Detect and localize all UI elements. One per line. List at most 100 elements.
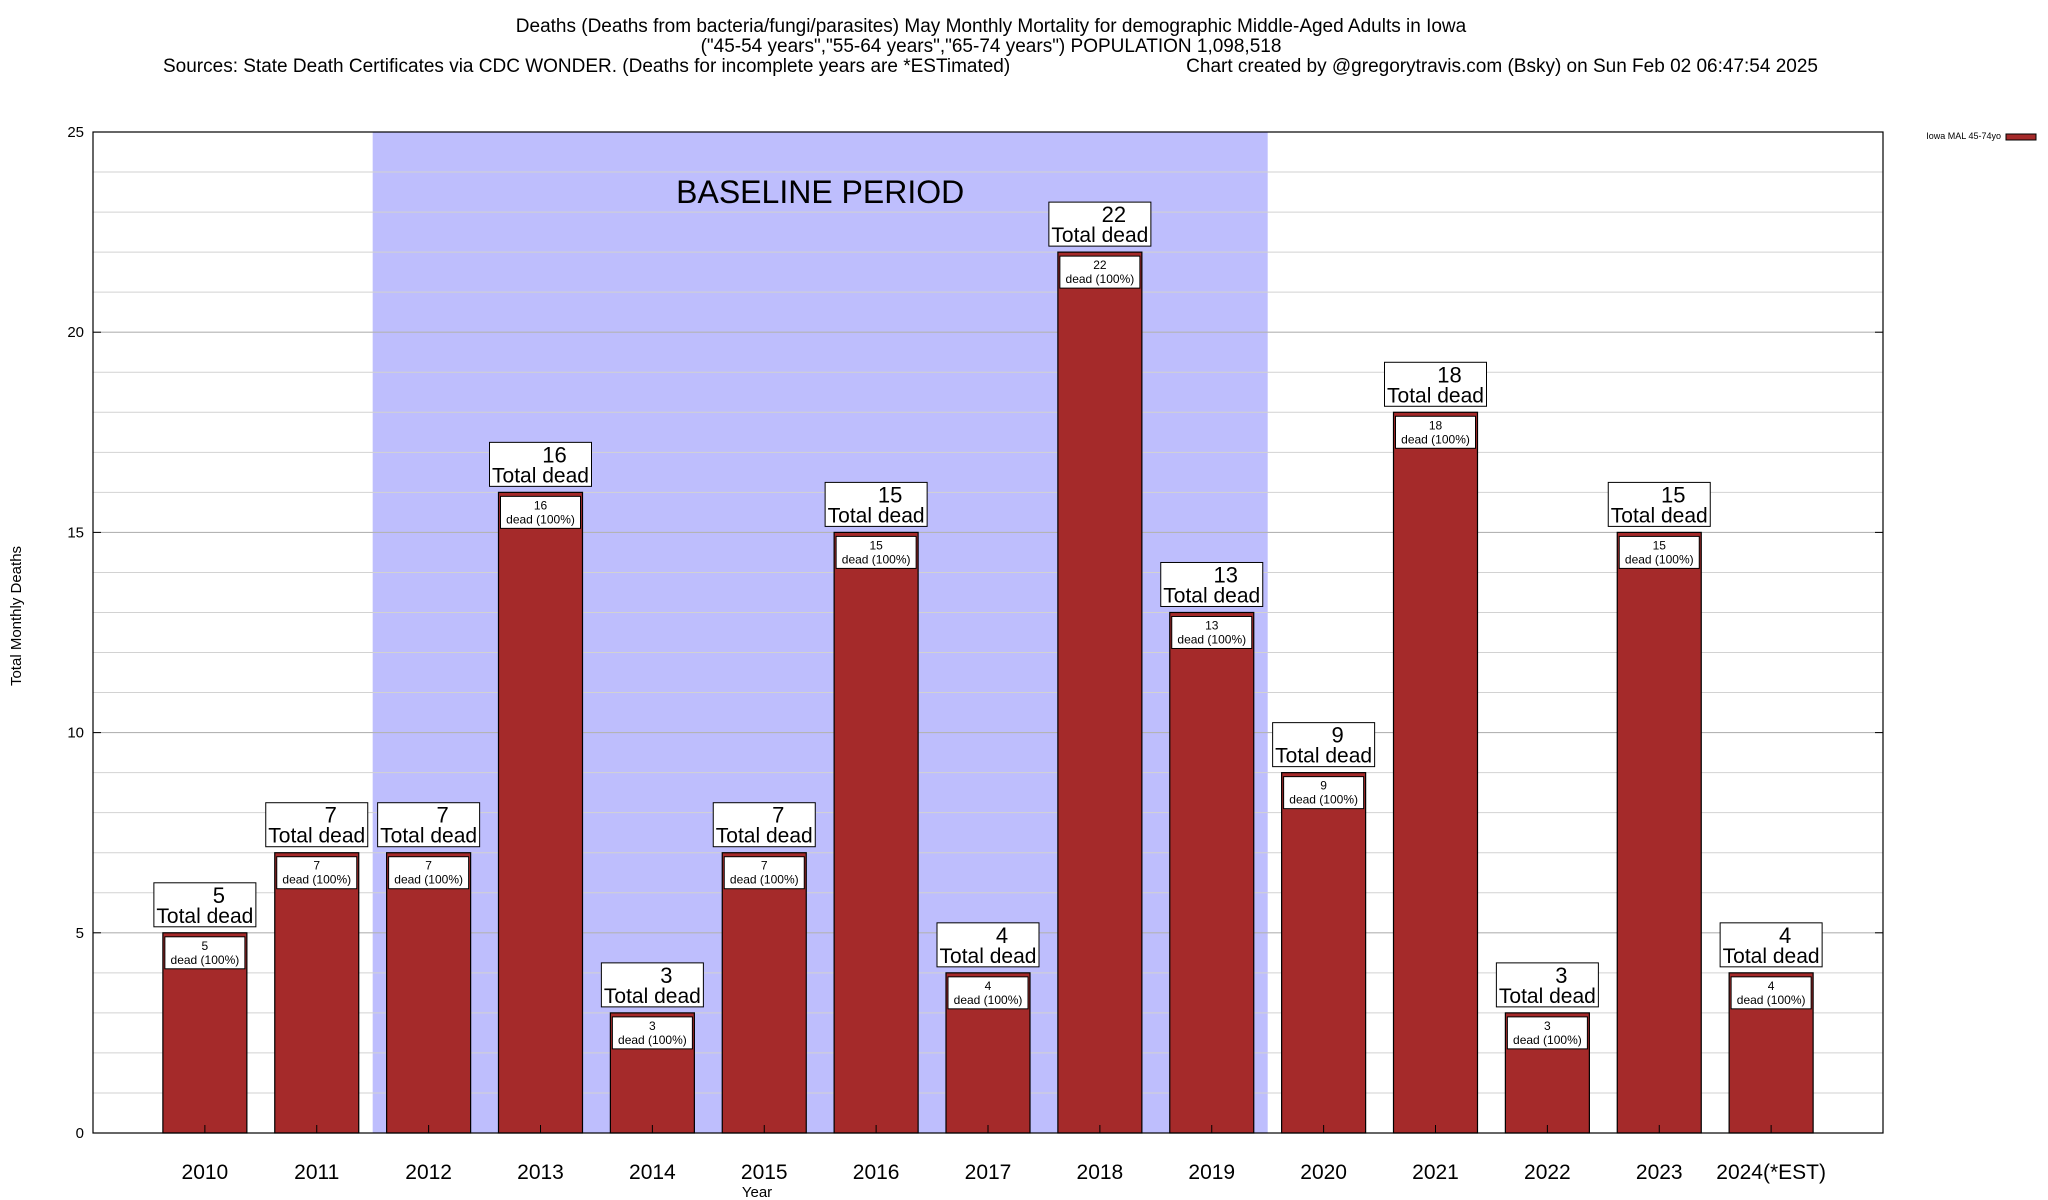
x-tick-label: 2023	[1636, 1161, 1683, 1184]
total-label-box	[600, 962, 704, 1008]
inner-value-label: 7	[425, 859, 432, 873]
inner-value-label: 7	[761, 859, 768, 873]
bars	[162, 251, 1814, 1134]
inner-value-label: 22	[1093, 258, 1107, 272]
inner-label-box	[388, 856, 470, 890]
inner-label-box	[611, 1016, 693, 1050]
inner-value-label: 7	[313, 859, 320, 873]
total-label-box	[153, 882, 257, 928]
x-tick-label: 2017	[965, 1161, 1012, 1184]
x-tick-label: 2019	[1188, 1161, 1235, 1184]
legend-swatch	[2005, 133, 2037, 141]
inner-pct-label: dead (100%)	[1066, 272, 1135, 286]
bar	[1616, 531, 1702, 1134]
total-value-label: 7	[772, 803, 784, 828]
inner-value-label: 15	[1653, 538, 1667, 552]
x-tick-label: 2015	[741, 1161, 788, 1184]
chart-title: Deaths (Deaths from bacteria/fungi/paras…	[163, 16, 1818, 77]
total-dead-label: Total dead	[1275, 745, 1372, 768]
x-axis-label: Year	[742, 1184, 772, 1200]
bar	[1281, 772, 1367, 1134]
inner-label-box	[1059, 255, 1141, 289]
inner-pct-label: dead (100%)	[954, 993, 1023, 1007]
inner-label-box	[1730, 976, 1812, 1010]
inner-value-label: 9	[1320, 779, 1327, 793]
y-tick-label: 20	[67, 324, 84, 341]
total-value-label: 22	[1102, 202, 1126, 227]
x-tick-label: 2012	[405, 1161, 452, 1184]
total-dead-label: Total dead	[1611, 504, 1708, 527]
inner-label-box	[835, 535, 917, 569]
total-label-box	[1272, 722, 1376, 768]
legend: Iowa MAL 45-74yo	[1926, 131, 2037, 141]
x-tick-label: 2020	[1300, 1161, 1347, 1184]
bar	[274, 852, 360, 1134]
total-dead-label: Total dead	[1051, 224, 1148, 247]
total-dead-label: Total dead	[604, 985, 701, 1008]
inner-pct-label: dead (100%)	[394, 873, 463, 887]
total-value-label: 18	[1437, 362, 1461, 387]
total-value-label: 5	[213, 883, 225, 908]
credit-text: Chart created by @gregorytravis.com (Bsk…	[1186, 56, 1818, 77]
inner-label-box	[164, 936, 246, 970]
x-tick-label: 2010	[182, 1161, 229, 1184]
inner-value-label: 5	[202, 939, 209, 953]
title-line-1: Deaths (Deaths from bacteria/fungi/paras…	[516, 16, 1467, 37]
total-value-label: 13	[1214, 562, 1238, 587]
legend-label: Iowa MAL 45-74yo	[1926, 131, 2001, 141]
inner-pct-label: dead (100%)	[842, 552, 911, 566]
total-label-box	[1160, 561, 1264, 607]
x-tick-label: 2013	[517, 1161, 564, 1184]
total-dead-label: Total dead	[1723, 945, 1820, 968]
inner-pct-label: dead (100%)	[506, 512, 575, 526]
inner-pct-label: dead (100%)	[1625, 552, 1694, 566]
total-label-box	[265, 802, 369, 848]
total-dead-label: Total dead	[380, 825, 477, 848]
inner-value-label: 18	[1429, 418, 1443, 432]
bar	[1169, 611, 1255, 1134]
inner-pct-label: dead (100%)	[618, 1033, 687, 1047]
inner-label-box	[500, 495, 581, 529]
total-label-box	[1719, 922, 1823, 968]
total-value-label: 15	[1661, 482, 1685, 507]
inner-value-label: 4	[985, 979, 992, 993]
total-label-box	[712, 802, 816, 848]
x-tick-label: 2018	[1077, 1161, 1124, 1184]
total-value-label: 4	[1779, 923, 1791, 948]
inner-pct-label: dead (100%)	[1289, 793, 1358, 807]
bar	[497, 491, 584, 1134]
inner-pct-label: dead (100%)	[1177, 632, 1246, 646]
total-dead-label: Total dead	[492, 464, 589, 487]
total-value-label: 4	[996, 923, 1008, 948]
x-axis-ticks: 2010 2011 2012 2013 2014 2015 2016 2017 2018 2019…	[182, 1125, 1826, 1184]
y-tick-label: 15	[67, 524, 84, 541]
inner-value-label: 3	[649, 1019, 656, 1033]
y-axis-ticks: 0 5 10 15 20 25	[67, 124, 1883, 1142]
total-label-box	[1048, 201, 1152, 247]
bar	[721, 852, 807, 1134]
inner-value-label: 16	[534, 498, 548, 512]
y-tick-label: 25	[67, 124, 84, 141]
total-value-label: 16	[542, 442, 566, 467]
inner-pct-label: dead (100%)	[730, 873, 799, 887]
inner-label-box	[1618, 535, 1700, 569]
x-tick-label: 2024(*EST)	[1716, 1161, 1826, 1184]
total-value-label: 7	[437, 803, 449, 828]
inner-value-label: 13	[1205, 618, 1219, 632]
y-tick-label: 10	[67, 725, 84, 742]
inner-pct-label: dead (100%)	[1737, 993, 1806, 1007]
inner-label-box	[947, 976, 1029, 1010]
total-label-box	[1495, 962, 1599, 1008]
bar	[1057, 251, 1143, 1134]
x-tick-label: 2021	[1412, 1161, 1459, 1184]
total-value-label: 7	[325, 803, 337, 828]
total-label-box	[1384, 361, 1487, 407]
inner-pct-label: dead (100%)	[1513, 1033, 1582, 1047]
y-tick-label: 5	[76, 925, 84, 942]
inner-label-box	[723, 856, 805, 890]
title-line-2: ("45-54 years","55-64 years","65-74 year…	[701, 36, 1282, 57]
inner-label-box	[276, 856, 358, 890]
total-dead-label: Total dead	[1163, 584, 1260, 607]
